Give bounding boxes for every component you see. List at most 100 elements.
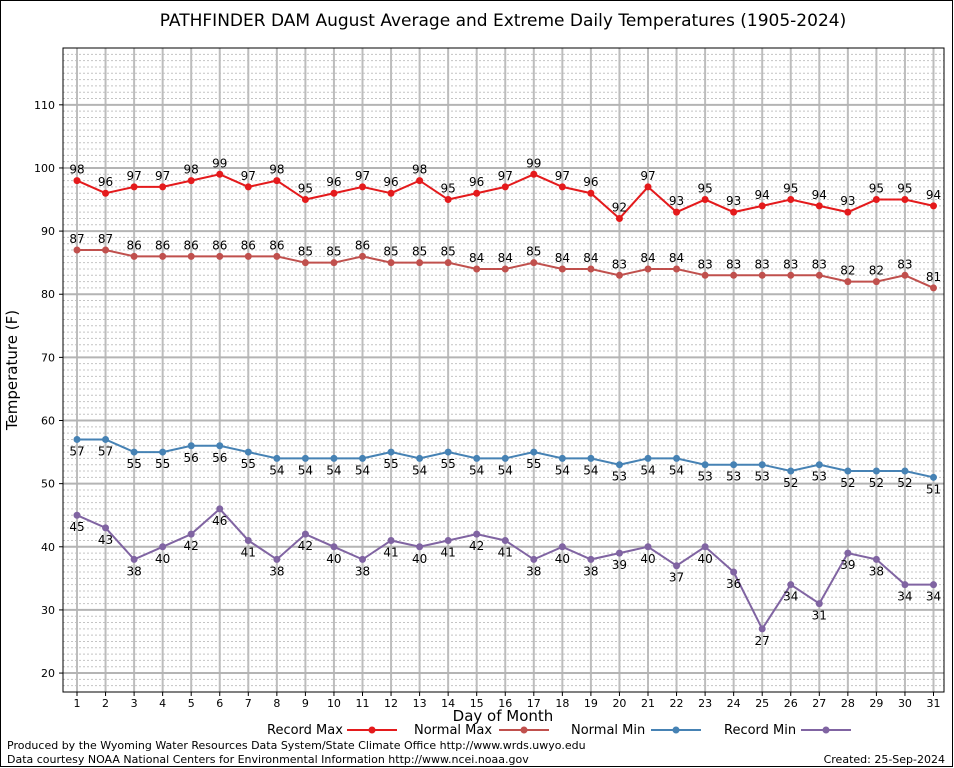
data-point bbox=[673, 208, 681, 216]
data-point bbox=[587, 265, 595, 273]
x-tick-label: 24 bbox=[727, 697, 741, 710]
data-label: 86 bbox=[355, 238, 370, 252]
data-point bbox=[730, 568, 738, 576]
data-point bbox=[758, 202, 766, 210]
data-point bbox=[901, 467, 909, 475]
data-point bbox=[844, 278, 852, 286]
data-point bbox=[387, 536, 395, 544]
data-label: 97 bbox=[355, 169, 370, 183]
data-point bbox=[901, 271, 909, 279]
data-label: 97 bbox=[640, 169, 655, 183]
data-label: 56 bbox=[184, 451, 199, 465]
data-label: 41 bbox=[441, 545, 456, 559]
data-point bbox=[644, 265, 652, 273]
data-point bbox=[102, 435, 110, 443]
data-label: 54 bbox=[669, 463, 684, 477]
data-label: 95 bbox=[869, 182, 884, 196]
x-tick-label: 31 bbox=[927, 697, 941, 710]
x-tick-label: 14 bbox=[441, 697, 455, 710]
data-point bbox=[416, 259, 424, 267]
data-point bbox=[187, 442, 195, 450]
data-point bbox=[558, 543, 566, 551]
data-label: 43 bbox=[98, 533, 113, 547]
data-point bbox=[673, 265, 681, 273]
data-point bbox=[930, 284, 937, 292]
data-label: 38 bbox=[126, 564, 141, 578]
data-point bbox=[330, 543, 338, 551]
data-label: 83 bbox=[783, 257, 798, 271]
data-label: 55 bbox=[126, 457, 141, 471]
data-label: 82 bbox=[840, 264, 855, 278]
x-tick-label: 6 bbox=[216, 697, 223, 710]
data-point bbox=[558, 454, 566, 462]
x-axis-title: Day of Month bbox=[453, 707, 554, 725]
data-point bbox=[159, 252, 167, 260]
data-point bbox=[872, 467, 880, 475]
data-point bbox=[359, 555, 366, 563]
data-label: 55 bbox=[155, 457, 170, 471]
data-label: 84 bbox=[469, 251, 484, 265]
y-tick-label: 50 bbox=[41, 478, 55, 491]
data-point bbox=[701, 461, 709, 469]
data-point bbox=[473, 189, 481, 197]
data-point bbox=[159, 448, 167, 456]
data-label: 97 bbox=[241, 169, 256, 183]
x-tick-label: 18 bbox=[555, 697, 569, 710]
y-tick-label: 80 bbox=[41, 288, 55, 301]
data-point bbox=[815, 202, 823, 210]
data-point bbox=[301, 259, 309, 267]
legend-label: Record Min bbox=[724, 723, 796, 738]
data-label: 54 bbox=[355, 463, 370, 477]
data-label: 39 bbox=[840, 558, 855, 572]
data-point bbox=[359, 252, 366, 260]
data-point bbox=[159, 543, 167, 551]
data-label: 95 bbox=[697, 182, 712, 196]
data-point bbox=[701, 271, 709, 279]
data-point bbox=[102, 524, 110, 532]
data-label: 83 bbox=[697, 257, 712, 271]
y-tick-label: 70 bbox=[41, 351, 55, 364]
data-label: 53 bbox=[697, 470, 712, 484]
data-label: 97 bbox=[126, 169, 141, 183]
data-label: 95 bbox=[441, 182, 456, 196]
data-label: 96 bbox=[98, 175, 113, 189]
x-tick-label: 30 bbox=[898, 697, 912, 710]
data-label: 55 bbox=[241, 457, 256, 471]
data-label: 85 bbox=[526, 245, 541, 259]
data-point bbox=[387, 259, 395, 267]
data-label: 41 bbox=[383, 545, 398, 559]
data-point bbox=[416, 454, 424, 462]
data-label: 86 bbox=[241, 238, 256, 252]
x-tick-label: 29 bbox=[869, 697, 883, 710]
data-point bbox=[730, 271, 738, 279]
legend-item: Normal Min bbox=[571, 723, 701, 738]
data-point bbox=[273, 555, 281, 563]
data-label: 83 bbox=[897, 257, 912, 271]
data-label: 54 bbox=[555, 463, 570, 477]
data-label: 94 bbox=[926, 188, 941, 202]
x-tick-label: 26 bbox=[784, 697, 798, 710]
data-point bbox=[844, 467, 852, 475]
legend-item: Record Min bbox=[724, 723, 851, 738]
data-point bbox=[701, 196, 709, 204]
data-point bbox=[330, 259, 338, 267]
data-point bbox=[187, 530, 195, 538]
data-point bbox=[301, 454, 309, 462]
data-label: 31 bbox=[812, 609, 827, 623]
x-tick-label: 19 bbox=[584, 697, 598, 710]
footer-created-date: Created: 25-Sep-2024 bbox=[824, 753, 945, 766]
data-label: 95 bbox=[897, 182, 912, 196]
data-label: 85 bbox=[412, 245, 427, 259]
data-point bbox=[815, 271, 823, 279]
legend-item: Normal Max bbox=[414, 723, 549, 738]
data-point bbox=[273, 252, 281, 260]
data-label: 86 bbox=[155, 238, 170, 252]
data-point bbox=[330, 454, 338, 462]
data-label: 53 bbox=[726, 470, 741, 484]
x-tick-label: 7 bbox=[245, 697, 252, 710]
data-label: 54 bbox=[583, 463, 598, 477]
data-label: 98 bbox=[184, 163, 199, 177]
data-label: 99 bbox=[526, 156, 541, 170]
data-label: 84 bbox=[640, 251, 655, 265]
